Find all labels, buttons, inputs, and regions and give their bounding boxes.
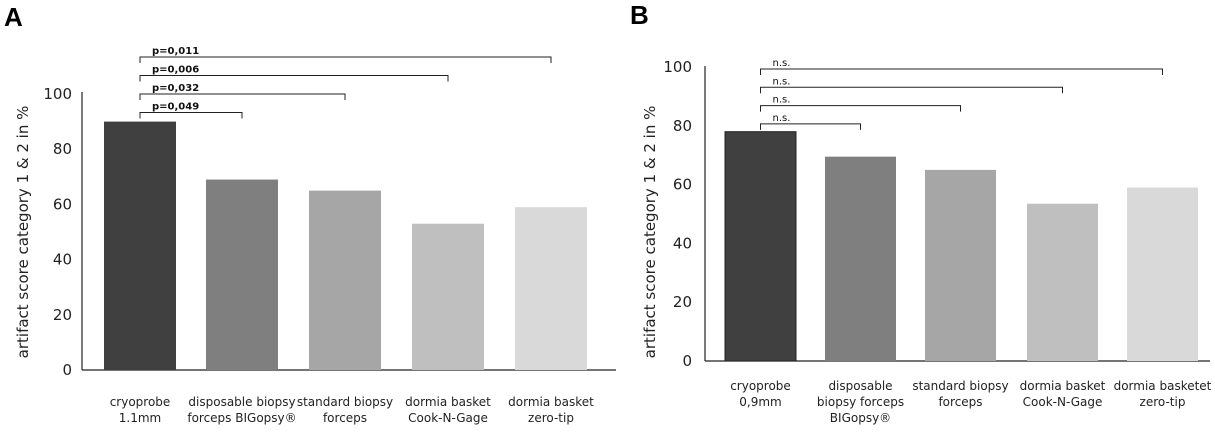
y-tick-label: 80 [53, 140, 72, 158]
y-tick-label: 100 [663, 58, 692, 76]
chart-panel-a: A artifact score category 1 & 2 in % 0 20… [4, 2, 616, 425]
bar-2 [206, 179, 278, 370]
y-tick-label: 40 [673, 234, 692, 252]
y-axis-label-a: artifact score category 1 & 2 in % [14, 106, 32, 359]
bar-1 [104, 121, 176, 370]
comparison-bracket-1: n.s. [760, 58, 1163, 75]
bar-4 [1027, 203, 1098, 361]
comparison-label-2: n.s. [773, 76, 791, 87]
panel-label-b: B [630, 0, 649, 30]
y-tick-label: 20 [673, 293, 692, 311]
comparison-bracket-2: n.s. [760, 76, 1063, 94]
category-label-5: dormia basketet zero-tip [1114, 379, 1212, 409]
category-label-5: dormia basket zero-tip [508, 395, 594, 425]
chart-panel-b: B artifact score category 1 & 2 in % 0 20… [630, 0, 1212, 425]
y-tick-label: 100 [43, 85, 72, 103]
comparison-bracket-3: p=0,032 [139, 83, 346, 100]
y-tick-label: 0 [62, 361, 72, 379]
y-axis-label-b: artifact score category 1 & 2 in % [641, 106, 659, 359]
category-label-1: cryoprobe 0,9mm [730, 379, 791, 409]
bar-5 [515, 207, 587, 370]
bar-5 [1127, 187, 1198, 361]
bar-4 [412, 223, 484, 370]
comparison-label-1: n.s. [773, 58, 791, 69]
bar-1 [724, 131, 797, 362]
comparison-label-3: p=0,032 [152, 83, 199, 94]
comparison-label-2: p=0,006 [152, 65, 199, 76]
comparison-bracket-4: p=0,049 [139, 102, 243, 119]
panel-label-a: A [4, 2, 23, 32]
bar-3 [925, 169, 996, 361]
category-label-2: disposable biopsy forceps BIGopsy® [817, 379, 904, 425]
y-tick-label: 40 [53, 251, 72, 269]
comparison-bracket-1: p=0,011 [139, 46, 552, 63]
y-tick-label: 20 [53, 306, 72, 324]
category-label-3: standard biopsy forceps [912, 379, 1008, 409]
bar-2 [825, 156, 896, 361]
comparison-label-4: n.s. [773, 113, 791, 124]
category-label-2: disposable biopsy forceps BIGopsy® [187, 395, 296, 425]
comparison-bracket-4: n.s. [760, 113, 861, 130]
category-label-4: dormia basket Cook-N-Gage [405, 395, 491, 425]
category-label-1: cryoprobe 1.1mm [110, 395, 171, 425]
category-label-4: dormia basket Cook-N-Gage [1020, 379, 1106, 409]
y-tick-label: 80 [673, 117, 692, 135]
comparison-label-1: p=0,011 [152, 46, 199, 57]
y-tick-label: 0 [682, 352, 692, 370]
comparison-label-4: p=0,049 [152, 102, 199, 113]
y-tick-label: 60 [673, 176, 692, 194]
y-tick-label: 60 [53, 195, 72, 213]
bar-3 [309, 190, 381, 370]
comparison-label-3: n.s. [773, 95, 791, 106]
comparison-bracket-2: p=0,006 [139, 65, 449, 82]
comparison-bracket-3: n.s. [760, 95, 961, 112]
category-label-3: standard biopsy forceps [297, 395, 393, 425]
